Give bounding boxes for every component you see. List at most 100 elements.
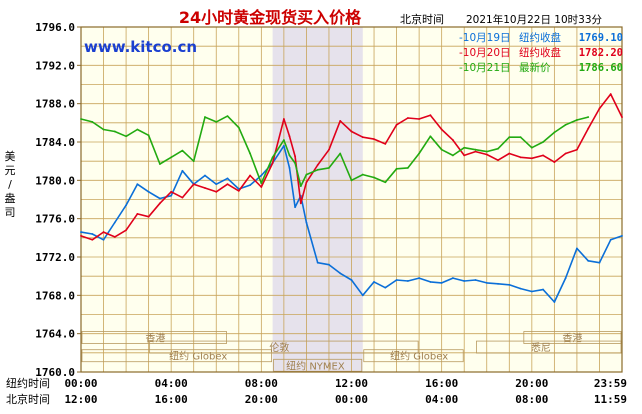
series-point <box>294 206 297 209</box>
series-point <box>249 152 251 155</box>
session-box <box>273 358 363 372</box>
x-tick-label: 11:59 <box>594 393 627 406</box>
y-axis-label-char: 元 <box>5 164 16 177</box>
x-tick-label: 20:00 <box>245 393 278 406</box>
legend-label: -10月20日 <box>459 47 511 59</box>
session-label: 纽约 NYMEX <box>286 359 345 372</box>
series-point <box>91 120 94 123</box>
series-point <box>553 301 556 303</box>
series-point <box>80 118 82 120</box>
series-point <box>497 282 499 285</box>
y-tick-label: 1792.0 <box>35 59 75 72</box>
series-point <box>147 215 150 218</box>
series-point <box>530 290 533 293</box>
series-point <box>299 202 302 205</box>
y-axis-label-char: / <box>8 178 12 191</box>
series-point <box>373 281 375 283</box>
series-point <box>215 183 218 186</box>
legend-label: -10月19日 <box>459 32 511 44</box>
series-point <box>587 127 590 130</box>
series-point <box>260 174 263 177</box>
series-point <box>237 126 240 129</box>
x-tick-label: 16:00 <box>155 393 188 406</box>
series-point <box>564 123 567 126</box>
series-point <box>553 161 556 164</box>
series-point <box>519 287 522 290</box>
x-tick-label: 12:00 <box>335 377 368 390</box>
series-point <box>418 118 421 120</box>
series-point <box>519 156 522 159</box>
series-point <box>542 141 545 143</box>
series-point <box>204 116 206 118</box>
kitco-watermark: www.kitco.cn <box>84 38 197 56</box>
series-point <box>125 229 127 232</box>
plot-frame <box>80 26 623 373</box>
session-label: 香港 <box>562 333 582 345</box>
series-point <box>395 167 398 170</box>
session-label: 伦敦 <box>269 341 289 354</box>
series-point <box>136 212 139 215</box>
legend-status: 纽约收盘 <box>519 31 561 44</box>
x-tick-label: 00:00 <box>335 393 368 406</box>
series-point <box>508 283 511 286</box>
y-tick-label: 1768.0 <box>35 289 75 302</box>
series-point <box>271 156 274 159</box>
series-point <box>497 159 499 162</box>
y-axis-label-char: 司 <box>5 206 16 219</box>
series-point <box>271 162 274 164</box>
series-point <box>299 185 302 187</box>
series-point <box>440 148 443 151</box>
series-point <box>406 117 409 119</box>
x-tick-label: 16:00 <box>425 377 458 390</box>
session-box <box>81 349 273 363</box>
series-point <box>288 135 291 138</box>
series-point <box>102 128 105 131</box>
series-point <box>328 148 330 151</box>
series-point <box>113 235 116 238</box>
series-point <box>316 164 319 166</box>
timestamp: 2021年10月22日 10时33分 <box>466 13 603 26</box>
series-point <box>452 154 454 157</box>
series-point <box>440 128 443 131</box>
series-point <box>204 187 206 189</box>
legend-value: 1786.60 <box>579 62 623 74</box>
series-point <box>237 189 240 192</box>
series-point <box>316 168 319 171</box>
series-point <box>181 169 184 172</box>
x-axis-rows: 纽约时间 00:00 04:00 08:00 12:00 16:00 20:00 23:59 北… <box>6 376 627 406</box>
series-point <box>530 157 533 160</box>
series-point <box>384 181 387 184</box>
legend-value: 1782.20 <box>579 47 623 59</box>
series-point <box>282 118 285 120</box>
series-point <box>406 280 409 282</box>
series-point <box>395 123 398 126</box>
series-point <box>621 235 623 237</box>
series-point <box>474 279 477 281</box>
x-tick-label: 12:00 <box>64 393 97 406</box>
series-point <box>125 135 127 138</box>
legend-label: -10月21日 <box>459 62 511 74</box>
series-point <box>192 160 195 163</box>
legend-status: 纽约收盘 <box>519 46 561 59</box>
series-point <box>530 146 533 149</box>
series-point <box>226 177 229 180</box>
series-point <box>609 93 612 95</box>
series-point <box>564 152 567 155</box>
y-tick-label: 1772.0 <box>35 251 75 264</box>
series-point <box>136 128 139 131</box>
series-point <box>429 135 432 138</box>
session-box <box>363 349 464 363</box>
series-point <box>508 136 511 139</box>
series-point <box>508 152 511 155</box>
session-label: 悉尼 <box>531 342 551 354</box>
series-point <box>288 154 291 157</box>
y-tick-label: 1796.0 <box>35 21 75 34</box>
series-point <box>158 163 161 165</box>
series-point <box>564 277 567 279</box>
series-point <box>384 143 387 145</box>
series-point <box>215 190 218 193</box>
x-tick-label: 08:00 <box>515 393 548 406</box>
series-point <box>102 231 105 233</box>
